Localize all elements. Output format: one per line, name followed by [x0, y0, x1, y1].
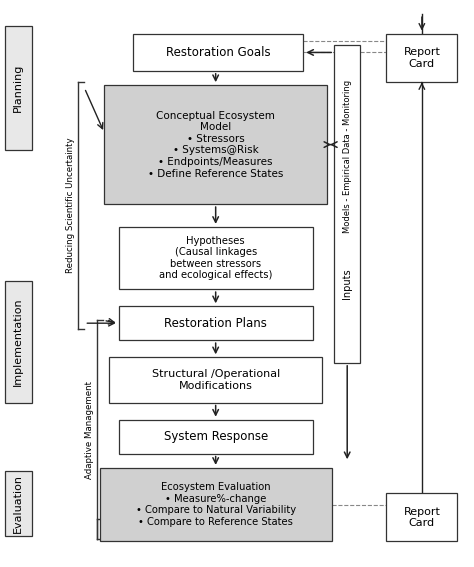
Text: Hypotheses
(Causal linkages
between stressors
and ecological effects): Hypotheses (Causal linkages between stre… — [159, 235, 273, 281]
Text: Inputs: Inputs — [342, 268, 352, 299]
FancyBboxPatch shape — [118, 227, 313, 289]
Text: Implementation: Implementation — [13, 297, 23, 386]
Text: Conceptual Ecosystem
Model
• Stressors
• Systems@Risk
• Endpoints/Measures
• Def: Conceptual Ecosystem Model • Stressors •… — [148, 111, 283, 179]
FancyBboxPatch shape — [5, 281, 32, 403]
FancyBboxPatch shape — [104, 85, 327, 204]
Text: Adaptive Management: Adaptive Management — [85, 380, 94, 479]
Text: Planning: Planning — [13, 64, 23, 112]
Text: Ecosystem Evaluation
• Measure%-change
• Compare to Natural Variability
• Compar: Ecosystem Evaluation • Measure%-change •… — [136, 482, 296, 527]
FancyBboxPatch shape — [386, 34, 457, 82]
Text: Restoration Plans: Restoration Plans — [164, 317, 267, 329]
Text: Models - Empirical Data - Monitoring: Models - Empirical Data - Monitoring — [343, 80, 352, 233]
FancyBboxPatch shape — [5, 26, 32, 150]
FancyBboxPatch shape — [386, 493, 457, 541]
FancyBboxPatch shape — [133, 34, 303, 71]
Text: System Response: System Response — [164, 430, 268, 443]
FancyBboxPatch shape — [118, 420, 313, 454]
Text: Evaluation: Evaluation — [13, 473, 23, 533]
FancyBboxPatch shape — [118, 306, 313, 340]
Text: Report
Card: Report Card — [403, 47, 440, 69]
Text: Structural /Operational
Modifications: Structural /Operational Modifications — [152, 369, 280, 391]
FancyBboxPatch shape — [100, 468, 332, 541]
FancyBboxPatch shape — [5, 471, 32, 536]
Text: Restoration Goals: Restoration Goals — [166, 46, 270, 59]
Text: Report
Card: Report Card — [403, 506, 440, 528]
Text: Reducing Scientific Uncertainty: Reducing Scientific Uncertainty — [66, 138, 75, 273]
FancyBboxPatch shape — [109, 357, 322, 403]
FancyBboxPatch shape — [334, 45, 360, 363]
